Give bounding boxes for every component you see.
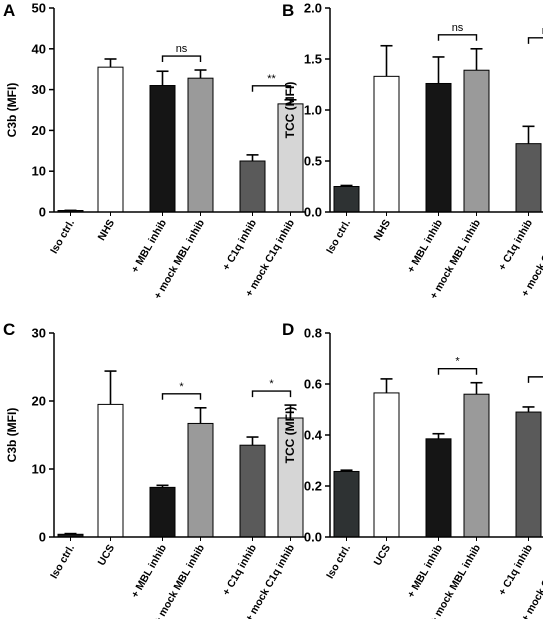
- y-tick-label: 1.0: [304, 103, 322, 118]
- bar: [425, 438, 452, 538]
- bar: [277, 417, 304, 538]
- x-tick-label: + MBL inhib: [405, 218, 445, 276]
- bar: [373, 75, 400, 213]
- bar: [97, 66, 124, 213]
- y-tick-label: 2.0: [304, 1, 322, 16]
- x-tick-label: Iso ctrl.: [324, 542, 353, 580]
- bar: [239, 160, 266, 213]
- bar: [463, 69, 490, 213]
- y-tick-label: 50: [32, 1, 46, 16]
- y-tick-label: 0: [39, 530, 46, 545]
- x-tick-label: UCS: [372, 543, 393, 568]
- bar: [515, 411, 542, 538]
- panel-letter: D: [282, 320, 294, 339]
- x-tick-label: UCS: [96, 543, 117, 568]
- x-tick-label: Iso ctrl.: [48, 217, 77, 255]
- y-tick-label: 0.0: [304, 205, 322, 220]
- y-tick-label: 0.2: [304, 479, 322, 494]
- y-tick-label: 1.5: [304, 52, 322, 67]
- y-axis-label: C3b (MFI): [5, 408, 19, 463]
- bar: [463, 393, 490, 538]
- significance-bracket: [251, 85, 292, 92]
- bar: [425, 82, 452, 213]
- significance-label: *: [455, 356, 460, 368]
- x-tick-label: + MBL inhib: [129, 218, 169, 276]
- x-tick-label: + MBL inhib: [129, 543, 169, 601]
- panel-letter: B: [282, 1, 294, 20]
- x-tick-label: + C1q inhib: [496, 218, 535, 273]
- significance-label: ns: [176, 43, 188, 55]
- y-tick-label: 10: [32, 462, 46, 477]
- significance-label: *: [269, 378, 274, 390]
- bar: [187, 422, 214, 538]
- significance-bracket: [437, 34, 478, 41]
- bar: [333, 470, 360, 538]
- y-tick-label: 30: [32, 82, 46, 97]
- significance-bracket: [527, 376, 543, 383]
- panel-letter: C: [3, 320, 15, 339]
- y-tick-label: 0.4: [304, 428, 323, 443]
- bar: [373, 392, 400, 538]
- significance-bracket: [161, 393, 202, 400]
- y-tick-label: 0.5: [304, 154, 322, 169]
- significance-label: *: [179, 381, 184, 393]
- significance-label: ns: [542, 25, 543, 37]
- y-tick-label: 0: [39, 205, 46, 220]
- bar: [149, 85, 176, 213]
- y-tick-label: 30: [32, 326, 46, 341]
- significance-bracket: [161, 55, 202, 63]
- y-axis-label: C3b (MFI): [5, 83, 19, 138]
- significance-bracket: [437, 368, 478, 375]
- y-tick-label: 10: [32, 164, 46, 179]
- x-tick-label: NHS: [372, 218, 393, 243]
- x-tick-label: Iso ctrl.: [48, 542, 77, 580]
- x-tick-label: NHS: [96, 218, 117, 243]
- significance-label: **: [267, 73, 276, 85]
- bar: [149, 486, 176, 538]
- significance-label: ns: [452, 22, 464, 34]
- y-tick-label: 20: [32, 123, 46, 138]
- significance-bracket: [527, 37, 543, 44]
- bar: [239, 444, 266, 538]
- significance-bracket: [251, 390, 292, 398]
- y-tick-label: 0.0: [304, 530, 322, 545]
- x-tick-label: + C1q inhib: [496, 543, 535, 598]
- panel-letter: A: [3, 1, 15, 20]
- y-axis-label: TCC (MFI): [283, 407, 297, 464]
- bar: [333, 186, 360, 213]
- bar: [515, 143, 542, 213]
- y-tick-label: 0.8: [304, 326, 322, 341]
- x-tick-label: Iso ctrl.: [324, 217, 353, 255]
- x-tick-label: + C1q inhib: [220, 543, 259, 598]
- x-tick-label: + MBL inhib: [405, 543, 445, 601]
- bar: [187, 77, 214, 213]
- y-tick-label: 20: [32, 394, 46, 409]
- y-tick-label: 0.6: [304, 377, 322, 392]
- y-tick-label: 40: [32, 41, 46, 56]
- x-tick-label: + C1q inhib: [220, 218, 259, 273]
- bar: [277, 103, 304, 213]
- y-axis-label: TCC (MFI): [283, 82, 297, 139]
- bar: [97, 403, 124, 538]
